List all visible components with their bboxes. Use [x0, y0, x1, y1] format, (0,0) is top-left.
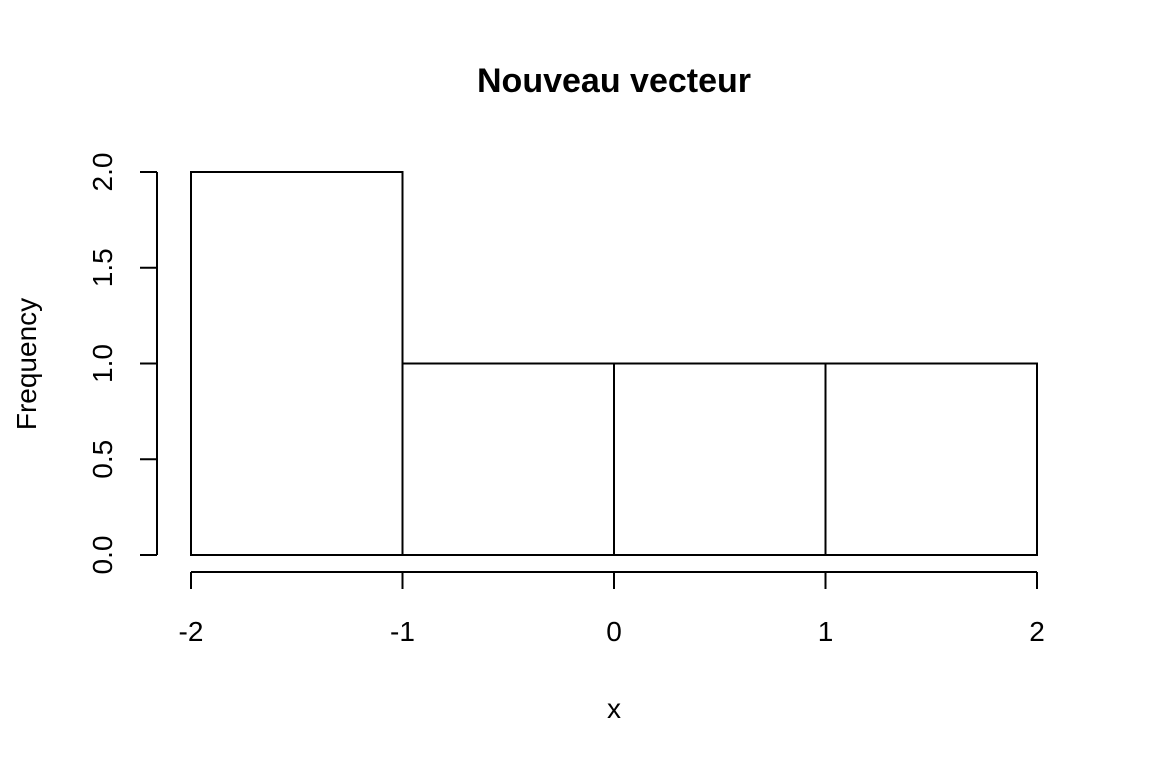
- y-axis-label: Frequency: [11, 298, 42, 430]
- y-tick-label: 0.5: [87, 440, 118, 479]
- plot-area: -2 -1 0 1 2 0.0 0.5 1.0 1.5 2.0: [87, 153, 1045, 647]
- x-axis: -2 -1 0 1 2: [179, 571, 1045, 647]
- x-tick-label: 2: [1029, 616, 1045, 647]
- histogram-bar: [824, 362, 1038, 556]
- chart-title: Nouveau vecteur: [477, 62, 751, 100]
- x-axis-label: x: [607, 693, 621, 724]
- y-tick-label: 0.0: [87, 536, 118, 575]
- histogram-bar: [190, 171, 404, 556]
- x-tick-label: -1: [390, 616, 415, 647]
- y-tick-label: 1.5: [87, 248, 118, 287]
- y-axis: 0.0 0.5 1.0 1.5 2.0: [87, 153, 158, 575]
- histogram-bar: [613, 362, 827, 556]
- histogram-bar: [401, 362, 615, 556]
- x-tick-label: 0: [606, 616, 622, 647]
- y-tick-label: 1.0: [87, 344, 118, 383]
- bars-group: [190, 171, 1038, 556]
- x-tick-label: 1: [818, 616, 834, 647]
- x-tick-label: -2: [179, 616, 204, 647]
- y-tick-label: 2.0: [87, 153, 118, 192]
